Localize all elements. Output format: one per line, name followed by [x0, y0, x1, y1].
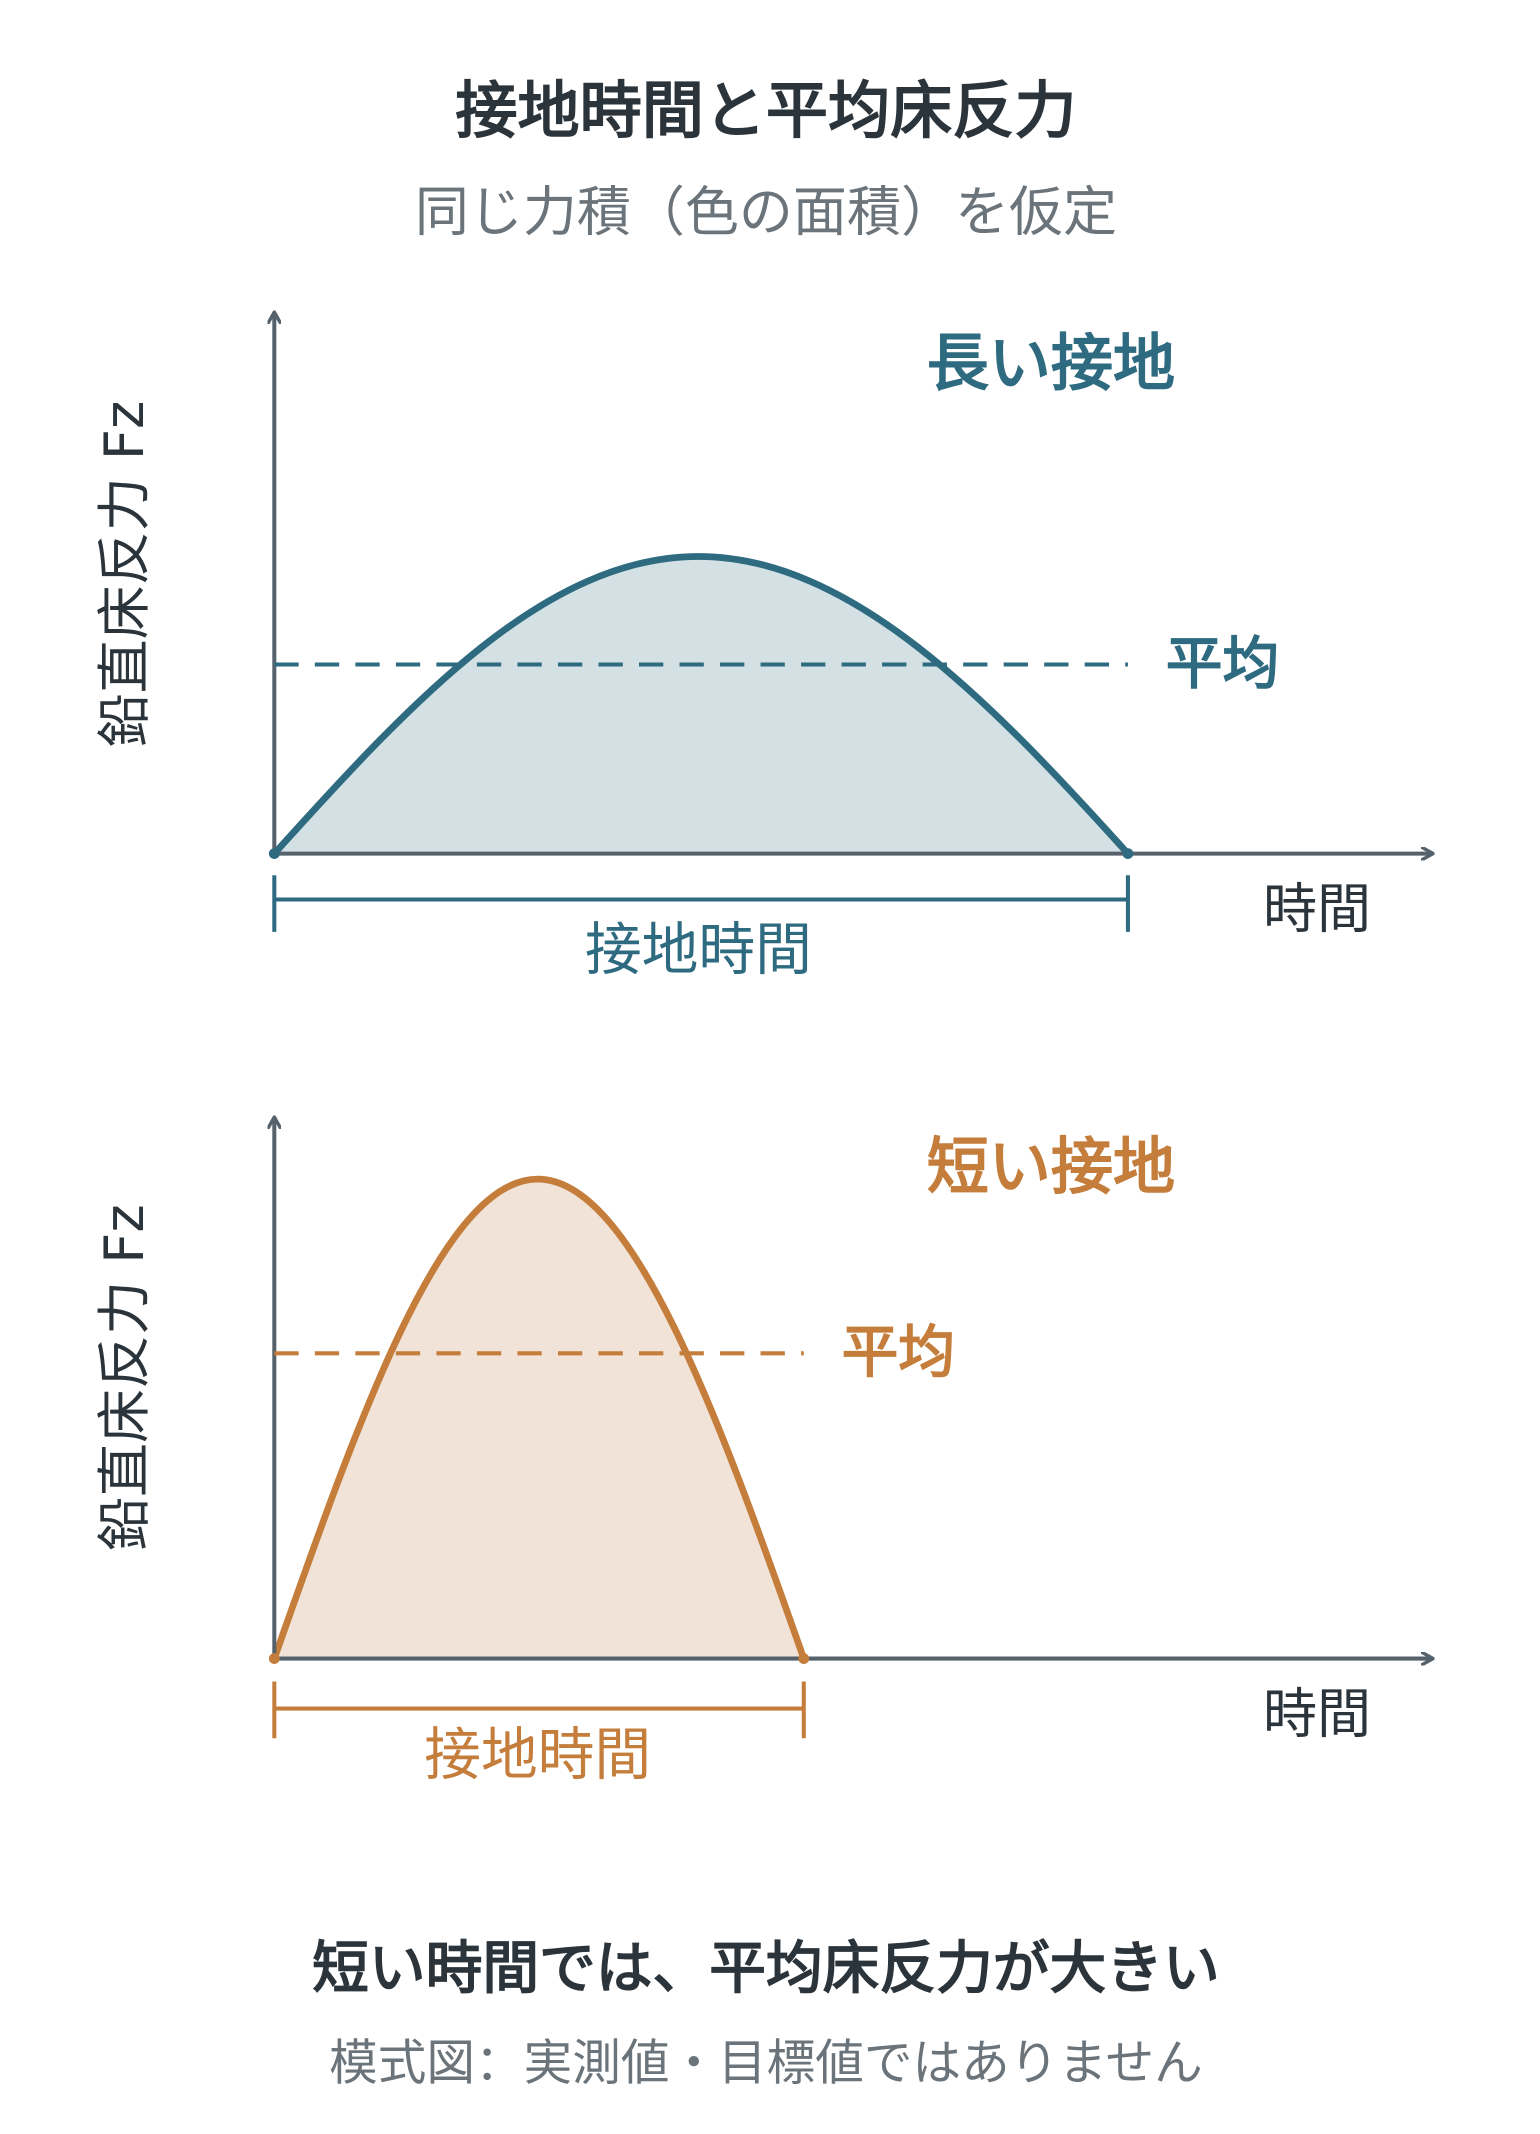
note: 模式図：実測値・目標値ではありません [329, 2035, 1203, 2091]
average-label: 平均 [1166, 631, 1279, 697]
conclusion: 短い時間では、平均床反力が大きい [312, 1936, 1220, 2002]
y-axis-label: 鉛直床反力 Fz [93, 401, 156, 748]
panel-long: 平均 長い接地 接地時間 時間 鉛直床反力 Fz [93, 313, 1432, 983]
point [798, 1653, 810, 1664]
duration-bracket [272, 875, 1130, 932]
average-label: 平均 [842, 1320, 955, 1386]
x-axis-label: 時間 [1263, 1683, 1371, 1746]
impulse-area [274, 556, 1128, 854]
force-curve [271, 1175, 807, 1660]
duration-label: 接地時間 [424, 1722, 651, 1788]
duration-label: 接地時間 [585, 917, 812, 983]
x-axis-label: 時間 [1263, 878, 1371, 941]
subtitle: 同じ力積（色の面積）を仮定 [415, 181, 1117, 244]
panel-label: 短い接地 [927, 1130, 1175, 1203]
point [268, 848, 280, 860]
force-curve [271, 553, 1131, 856]
impulse-area [274, 1179, 804, 1659]
duration-bracket [272, 1681, 806, 1739]
panel-label: 長い接地 [927, 326, 1175, 399]
panel-short: 平均 短い接地 接地時間 時間 鉛直床反力 Fz [93, 1118, 1432, 1788]
title: 接地時間と平均床反力 [455, 74, 1076, 147]
point [268, 1653, 280, 1664]
point [1122, 848, 1134, 860]
y-axis-label: 鉛直床反力 Fz [93, 1204, 156, 1551]
